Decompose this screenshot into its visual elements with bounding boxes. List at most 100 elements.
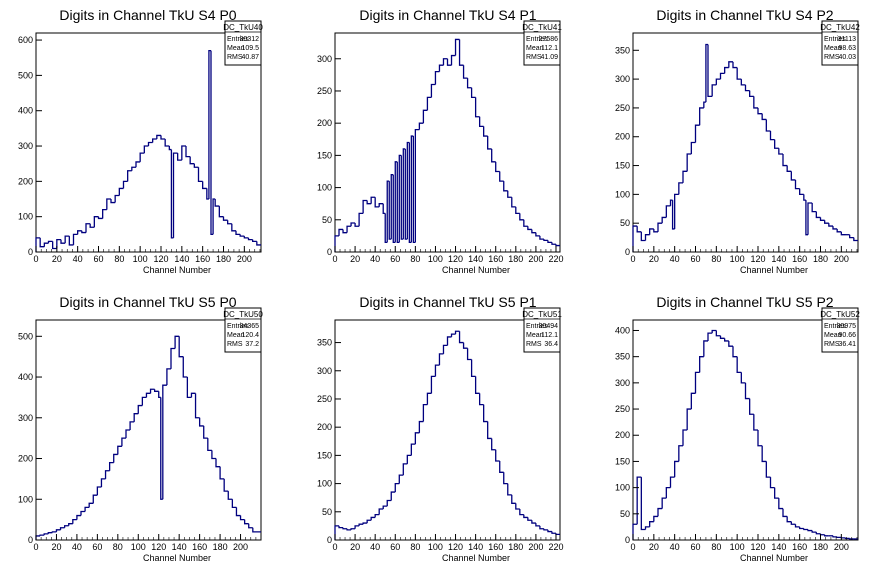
histogram-bin (390, 174, 394, 240)
chart-title: Digits in Channel TkU S4 P1 (359, 7, 536, 23)
y-tick-label: 50 (322, 215, 332, 225)
stats-value: 98.63 (838, 45, 856, 52)
histogram-bin (799, 526, 804, 530)
y-tick-label: 150 (615, 456, 630, 466)
y-tick-label: 100 (317, 479, 332, 489)
x-tick-label: 100 (428, 254, 443, 264)
stats-value: 27586 (539, 36, 559, 43)
histogram-bin (194, 393, 200, 419)
histogram-bin (239, 515, 245, 521)
histogram-bin (354, 223, 360, 227)
histogram-bin (129, 421, 135, 430)
histogram-bin (52, 241, 57, 250)
histogram-bin (404, 148, 408, 240)
histogram-bin (412, 136, 416, 243)
histogram-bin (640, 477, 646, 531)
histogram-bin (227, 491, 233, 500)
x-tick-label: 60 (390, 542, 400, 552)
histogram-bin (682, 170, 688, 183)
stats-label: Mean (526, 45, 544, 52)
x-tick-label: 80 (114, 254, 124, 264)
histogram-bin (422, 109, 428, 124)
histogram-bin (113, 453, 118, 463)
y-tick-label: 400 (18, 372, 33, 382)
histogram-bins (334, 330, 560, 540)
histogram-bin (466, 78, 472, 89)
y-tick-label: 300 (615, 378, 630, 388)
stats-value: 40.03 (838, 54, 856, 61)
histogram-bin (794, 524, 800, 528)
histogram-bin (799, 188, 804, 196)
histogram-bin (491, 148, 496, 163)
histogram-bin (749, 90, 754, 98)
histogram-bin (749, 398, 754, 415)
histogram-bin (346, 225, 352, 233)
histogram-bin (39, 534, 45, 536)
histogram-bin (72, 233, 78, 245)
histogram-bin (104, 470, 110, 479)
histogram-bins (334, 38, 560, 252)
histogram-bin (671, 200, 675, 230)
histogram-bins (632, 329, 858, 540)
y-tick-label: 200 (615, 132, 630, 142)
y-tick-label: 300 (317, 366, 332, 376)
histogram-bin (478, 393, 484, 406)
histogram-bin (114, 194, 120, 203)
histogram-bin (63, 525, 69, 528)
y-axis: 0 50 100 150 200 250 300 350 400 (615, 325, 639, 545)
x-tick-label: 80 (113, 542, 123, 552)
histogram-bin (840, 537, 846, 539)
y-tick-label: 100 (615, 483, 630, 493)
x-axis-label: Channel Number (740, 553, 808, 563)
y-axis: 0 50 100 150 200 250 300 350 (615, 45, 639, 257)
histogram-bin (338, 228, 344, 236)
histogram-bin (141, 396, 147, 406)
histogram-bin (744, 382, 750, 400)
y-tick-label: 100 (18, 494, 33, 504)
stats-label: Entries (526, 323, 548, 330)
histogram-bin (836, 228, 842, 233)
histogram-bin (370, 196, 376, 204)
x-tick-label: 120 (448, 542, 463, 552)
histogram-bin (118, 187, 124, 196)
histogram-bin (644, 526, 650, 530)
histogram-bin (394, 161, 398, 243)
y-tick-label: 50 (620, 218, 630, 228)
histogram-bin (819, 217, 825, 221)
stats-box-frame (821, 20, 859, 66)
histogram-bin (122, 180, 128, 189)
histogram-bin (551, 242, 556, 245)
stats-box-frame (523, 307, 561, 353)
x-tick-label: 140 (174, 254, 189, 264)
histogram-bin (211, 450, 216, 460)
histogram-bin (374, 197, 380, 208)
stats-label: Entries (824, 36, 846, 43)
histogram-bin (551, 531, 556, 534)
histogram-bin (446, 336, 452, 346)
histogram-panel: Digits in Channel TkU S4 P1 0 20 40 60 80 100 1… (317, 7, 564, 275)
histogram-bin (744, 84, 750, 92)
histogram-bin (690, 392, 696, 410)
x-tick-label: 140 (771, 254, 786, 264)
histogram-bin (515, 503, 520, 510)
histogram-panel: Digits in Channel TkU S5 P2 0 20 40 60 80 100 1… (615, 294, 860, 563)
histogram-bin (418, 122, 424, 130)
histogram-bin (491, 438, 496, 451)
x-tick-label: 200 (237, 254, 252, 264)
y-tick-label: 300 (615, 74, 630, 84)
histogram-bin (665, 205, 671, 218)
histogram-bin (117, 445, 122, 455)
y-tick-label: 300 (18, 413, 33, 423)
histogram-bin (450, 333, 456, 337)
histogram-bin (392, 174, 396, 243)
histogram-bin (168, 146, 172, 151)
y-tick-label: 100 (615, 189, 630, 199)
histogram-bin (362, 522, 368, 525)
stats-box-frame (224, 307, 262, 353)
histogram-bin (243, 236, 249, 239)
histogram-bin (458, 39, 464, 66)
histogram-bin (77, 230, 82, 235)
y-tick-label: 0 (28, 247, 33, 257)
histogram-bin (252, 239, 257, 243)
